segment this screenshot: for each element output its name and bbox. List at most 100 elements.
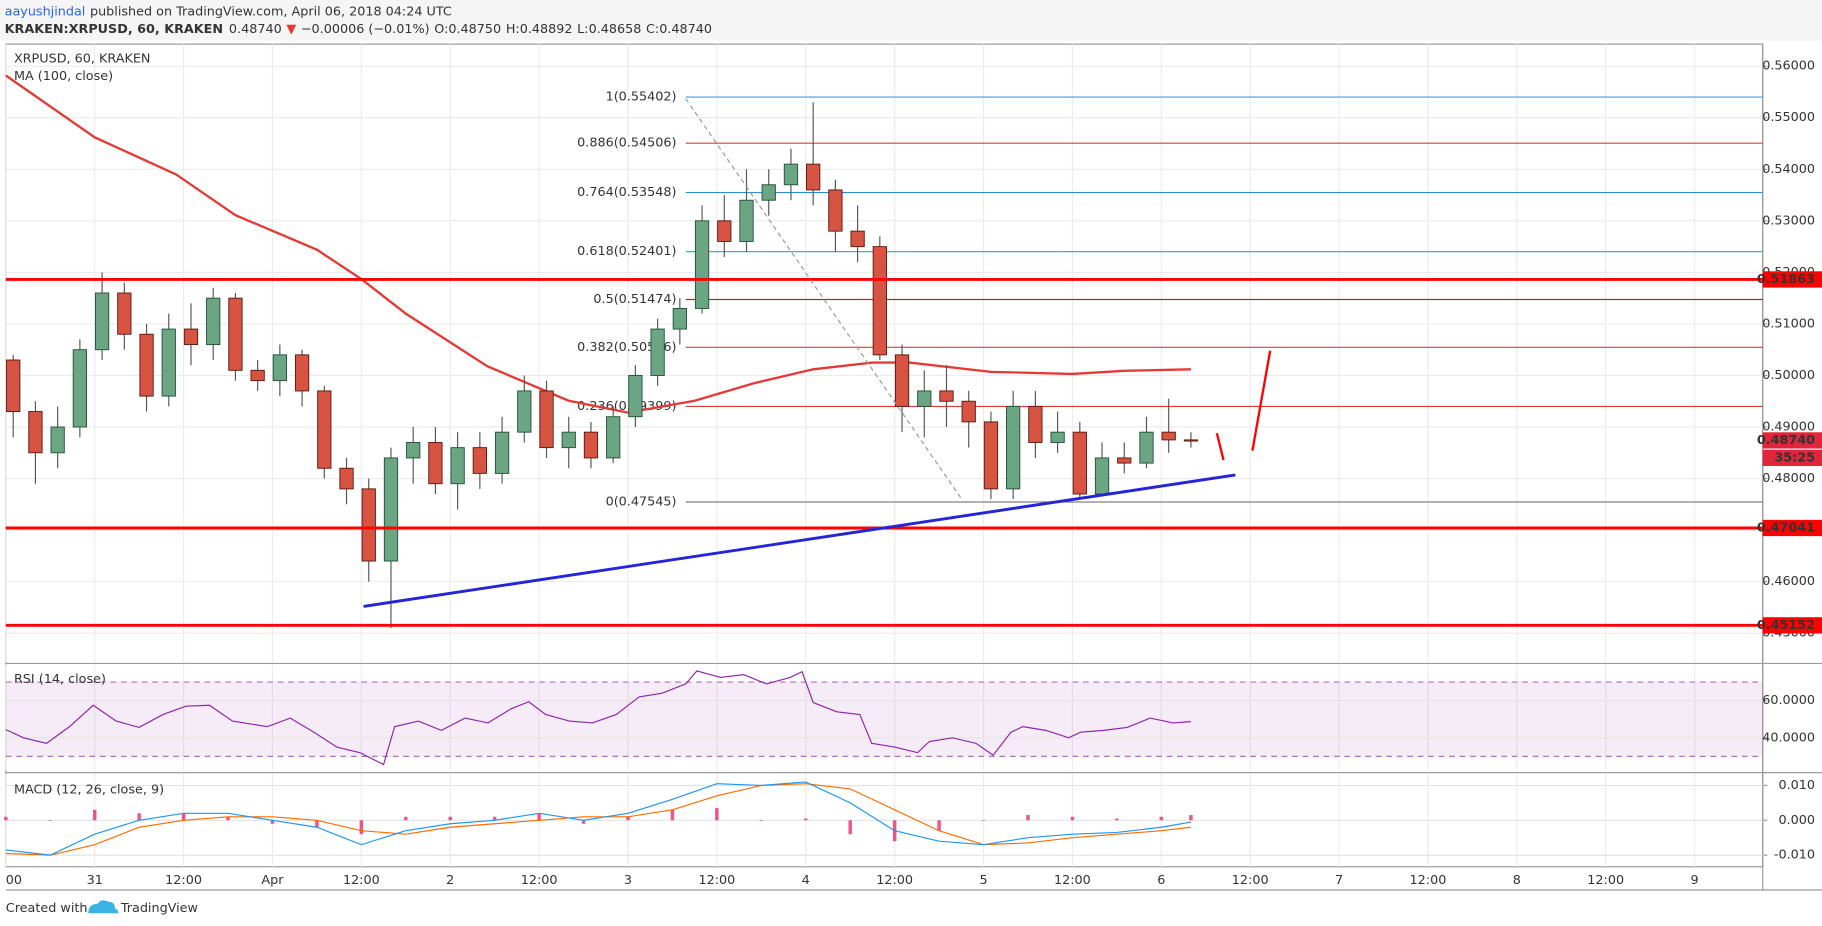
macd-histogram-bar [4,816,8,821]
macd-histogram-bar [848,820,852,835]
fib-label: 0(0.47545) [606,495,677,510]
candle-body [983,421,999,490]
candle-body [272,354,287,382]
y-tick-label: 0.50000 [1762,368,1815,383]
y-tick-label: 0.010 [1778,778,1815,793]
change: −0.00006 (−0.01%) [301,22,430,37]
candle-body [739,199,754,242]
rsi-band [5,682,1763,757]
y-tick-label: 0.51000 [1762,316,1815,331]
x-tick-label: 12:00 [1587,873,1624,888]
candle-body [961,400,976,423]
last: 0.48740 [229,22,282,37]
candle-body [206,297,221,346]
candle-body [1183,439,1199,442]
macd-histogram-bar [1115,818,1119,821]
drawing-line [363,473,1236,608]
drawing-line [1215,432,1225,461]
chart-layer: 00 31 12:00 Apr 12:00 2 12:00 3 12:00 4 12:00 5 12:0… [4,44,1822,888]
candle-body [872,246,887,356]
candle-body [361,488,376,562]
candle-body [539,390,554,449]
macd-histogram-bar [92,809,97,821]
x-tick-label: Apr [261,873,284,888]
header-line-1: aayushjindal published on TradingView.com… [5,4,452,19]
drawing-line [1251,350,1272,451]
author-link[interactable]: aayushjindal [5,4,86,19]
candle-body [850,230,865,248]
x-tick-label: 12:00 [1410,873,1447,888]
macd-histogram-bar [315,820,319,828]
candle-body [650,328,665,376]
fib-label: 0.5(0.51474) [593,292,676,307]
fib-label: 0.886(0.54506) [577,136,676,151]
macd-histogram-bar [48,820,52,821]
candle-body [783,163,799,186]
high: H:0.48892 [506,22,573,37]
candle-body [894,354,910,407]
macd-histogram-bar [1189,815,1193,821]
y-tick-label: 0.53000 [1762,213,1815,228]
candle-body [94,292,110,351]
macd-histogram-bar [181,813,186,821]
candle-body [228,297,243,371]
macd-line [5,781,1192,856]
y-tick-label: 60.0000 [1762,693,1815,708]
candle-body [1117,457,1132,464]
x-tick-label: 12:00 [876,873,913,888]
candle-body [494,431,510,474]
x-tick-label: 2 [446,873,454,888]
y-tick-label: 0.49000 [1762,420,1815,435]
tradingview-logo[interactable] [88,900,119,914]
candle-body [717,220,732,242]
fib-label: 1(0.55402) [606,90,677,105]
fib-label: 0.236(0.49399) [577,399,676,414]
y-tick-label: 0.54000 [1762,162,1815,177]
pane-title: MACD (12, 26, close, 9) [14,783,164,798]
candle-body [1161,431,1176,441]
y-tick-label: 0.56000 [1762,59,1815,74]
macd-histogram-bar [448,816,452,821]
candle-body [139,333,154,397]
candle-body [1006,405,1021,490]
macd-histogram-bar [270,820,275,824]
arrow: ▼ [286,22,296,37]
x-tick-label: 4 [802,873,810,888]
macd-histogram-bar [670,809,675,821]
published-text: published on TradingView.com, April 06, … [90,4,452,19]
macd-histogram-bar [626,816,630,821]
candle-body [1094,457,1110,495]
price-tag-label: 0.51863 [1757,272,1815,287]
header-line-2: KRAKEN:XRPUSD, 60, KRAKEN 0.48740 ▼ −0.0000… [5,22,712,37]
countdown-label: 35:25 [1774,450,1815,465]
macd-histogram-bar [759,820,764,821]
candle-body [672,308,687,330]
candle-body [317,390,332,469]
x-tick-label: 5 [979,873,987,888]
footer-brand[interactable]: TradingView [120,901,198,916]
fib-label: 0.618(0.52401) [577,244,676,259]
footer-text: Created with [6,901,88,916]
candle-body [917,390,932,407]
pane-title: XRPUSD, 60, KRAKEN [14,52,151,67]
price-tag [1762,617,1822,634]
candle-body [1072,431,1087,495]
countdown-tag [1762,449,1822,466]
x-tick-label: 7 [1335,873,1343,888]
x-tick-label: 8 [1513,873,1521,888]
x-tick-label: 9 [1691,873,1699,888]
y-tick-label: 0.55000 [1762,110,1815,125]
x-tick-label: 3 [624,873,632,888]
candle-body [1050,431,1065,443]
candle-body [339,467,354,490]
y-tick-label: 0.000 [1778,813,1815,828]
candle-body [761,184,776,201]
candle-body [383,457,399,562]
x-tick-label: 12:00 [521,873,558,888]
candle-body [28,411,43,454]
candle-body [1028,405,1043,443]
pane-title: RSI (14, close) [14,672,106,687]
macd-histogram-bar [715,808,719,821]
indicator-title: MA (100, close) [14,69,113,84]
